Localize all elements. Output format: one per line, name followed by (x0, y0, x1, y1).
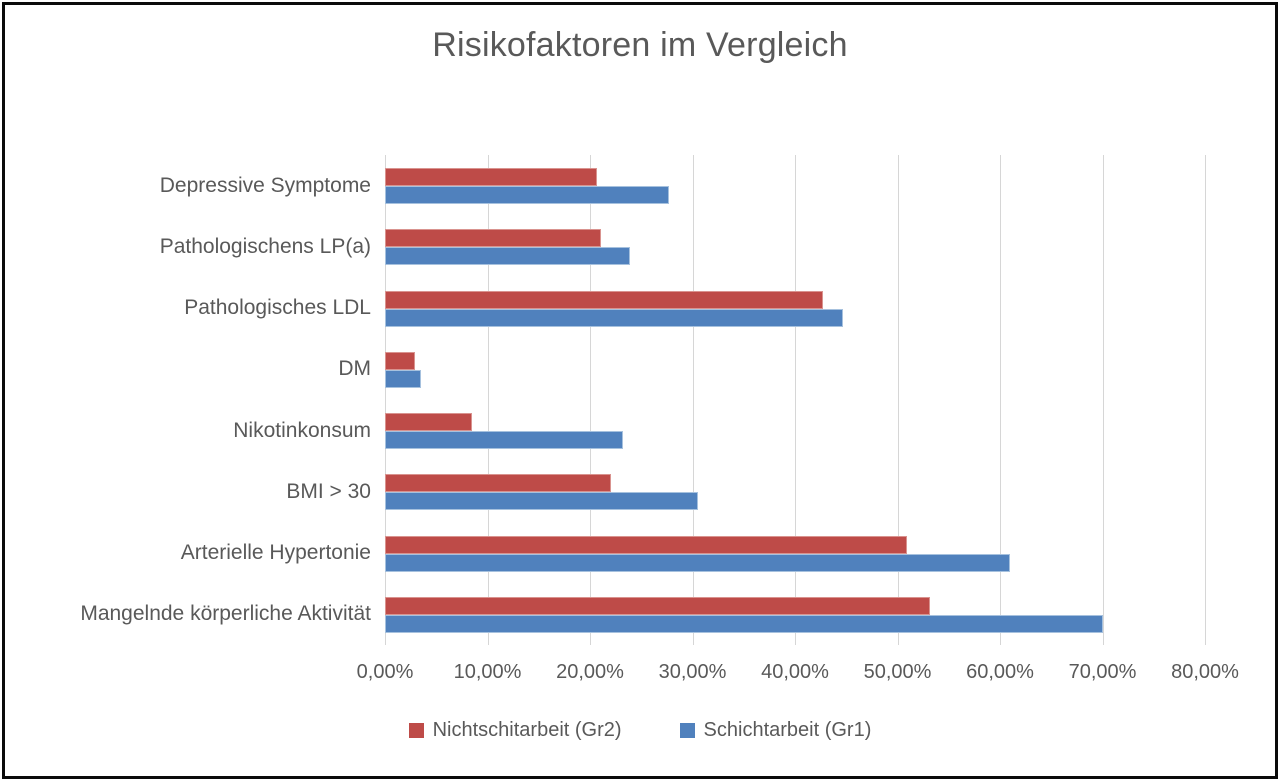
category-row: Pathologischens LP(a) (160, 216, 1205, 277)
gridline (487, 155, 489, 645)
bar-nichtschitarbeit-gr2 (385, 290, 823, 309)
category-row: DM (338, 339, 1205, 400)
legend-swatch-blue (679, 722, 695, 738)
x-axis-tick-label: 40,00% (761, 661, 829, 683)
category-row: Arterielle Hypertonie (181, 523, 1205, 584)
gridline (1000, 155, 1001, 645)
gridline (1205, 155, 1206, 645)
gridline (692, 155, 694, 645)
bar-schichtarbeit-gr1 (385, 369, 421, 388)
bar-nichtschitarbeit-gr2 (385, 535, 907, 554)
x-axis-tick-label: 70,00% (1068, 661, 1137, 683)
category-row: Pathologisches LDL (184, 278, 1205, 339)
category-label: Pathologisches LDL (184, 296, 371, 320)
category-label: Nikotinkonsum (233, 418, 371, 442)
bar-nichtschitarbeit-gr2 (385, 474, 611, 493)
bar-schichtarbeit-gr1 (385, 614, 1103, 633)
category-label: BMI > 30 (286, 479, 371, 503)
legend-item-nichtschitarbeit: Nichtschitarbeit (Gr2) (408, 718, 622, 742)
legend-label-schichtarbeit: Schichtarbeit (Gr1) (703, 718, 872, 741)
legend-item-schichtarbeit: Schichtarbeit (Gr1) (679, 718, 872, 742)
bar-nichtschitarbeit-gr2 (385, 413, 473, 431)
x-axis-tick-label: 10,00% (453, 661, 522, 683)
legend: Nichtschitarbeit (Gr2) Schichtarbeit (Gr… (0, 710, 1280, 750)
legend-swatch-red (408, 722, 424, 738)
x-axis-tick-label: 80,00% (1171, 661, 1239, 683)
bar-schichtarbeit-gr1 (385, 431, 623, 449)
gridline (897, 155, 899, 645)
bar-nichtschitarbeit-gr2 (385, 229, 602, 248)
category-label: Depressive Symptome (159, 173, 371, 197)
category-row: Nikotinkonsum (233, 400, 1205, 461)
category-label: Arterielle Hypertonie (180, 541, 371, 565)
gridline (590, 155, 591, 645)
category-row: Mangelnde körperliche Aktivität (80, 584, 1205, 645)
chart-title: Risikofaktoren im Vergleich (432, 26, 848, 64)
x-axis-tick-label: 0,00% (356, 661, 414, 683)
x-axis-tick-label: 60,00% (966, 661, 1034, 683)
x-axis-tick-label: 20,00% (556, 661, 624, 683)
bar-nichtschitarbeit-gr2 (385, 168, 598, 186)
category-label: Pathologischens LP(a) (159, 234, 371, 258)
bar-schichtarbeit-gr1 (385, 247, 630, 266)
legend-label-nichtschitarbeit: Nichtschitarbeit (Gr2) (432, 718, 622, 741)
category-label: Mangelnde körperliche Aktivität (80, 602, 371, 626)
bar-schichtarbeit-gr1 (385, 553, 1011, 572)
x-axis-tick-label: 30,00% (658, 661, 727, 683)
category-row: Depressive Symptome (160, 155, 1205, 216)
plot-area: 0,00% 10,00% 20,00% 30,00% 40,00% 50,00% 60,00… (80, 155, 1239, 683)
gridline (385, 155, 386, 645)
bar-schichtarbeit-gr1 (385, 492, 698, 511)
x-axis-tick-label: 50,00% (863, 661, 932, 683)
gridline (1102, 155, 1104, 645)
bar-nichtschitarbeit-gr2 (385, 596, 931, 615)
category-row: BMI > 30 (286, 461, 1205, 522)
bar-schichtarbeit-gr1 (385, 308, 844, 327)
bar-nichtschitarbeit-gr2 (385, 351, 415, 370)
category-label: DM (338, 357, 371, 381)
gridline (795, 155, 796, 645)
bar-schichtarbeit-gr1 (385, 186, 669, 204)
